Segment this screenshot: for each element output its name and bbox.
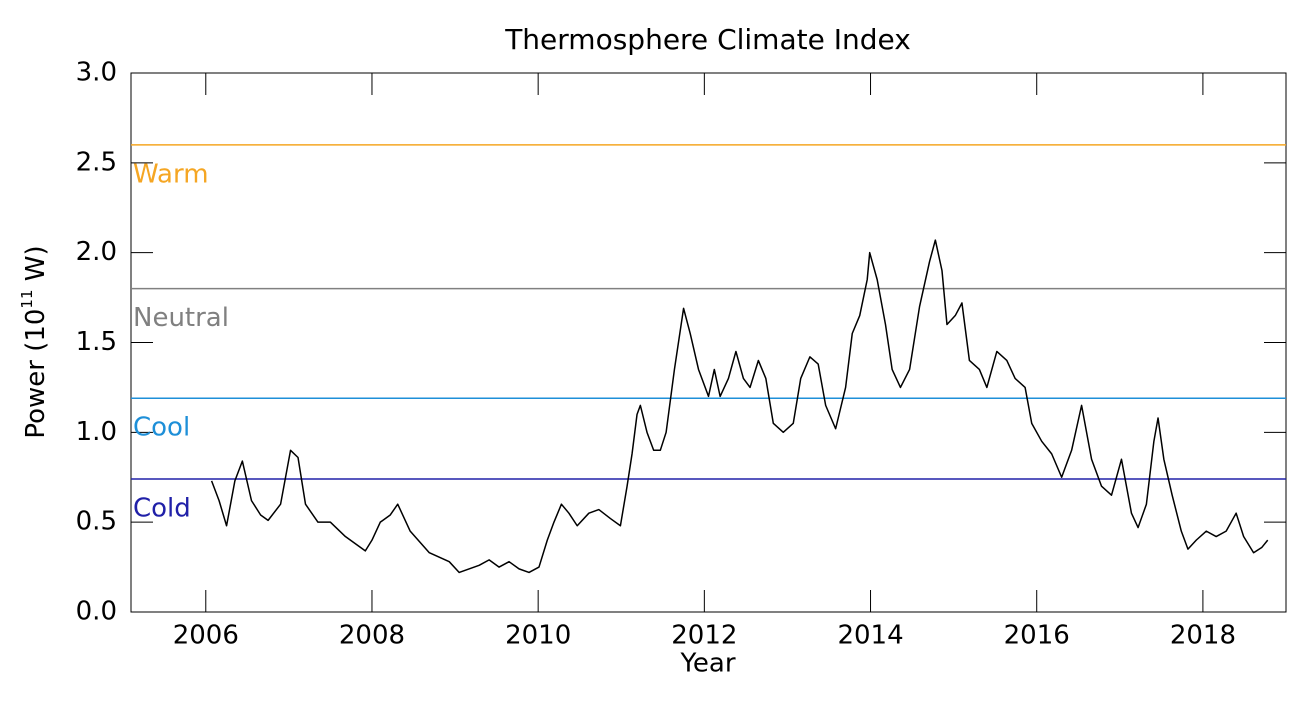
y-tick-label: 2.0 <box>76 237 117 267</box>
threshold-label: Warm <box>133 159 209 189</box>
threshold-label: Cold <box>133 494 191 524</box>
y-tick-label: 0.5 <box>76 507 117 537</box>
y-tick-label: 2.5 <box>76 147 117 177</box>
threshold-label: Neutral <box>133 303 229 333</box>
x-tick-label: 2010 <box>505 621 571 651</box>
y-label-sup: 11 <box>18 289 36 308</box>
x-tick-label: 2008 <box>339 621 405 651</box>
y-tick-label: 0.0 <box>76 597 117 627</box>
threshold-label: Cool <box>133 413 190 443</box>
y-tick-label: 1.0 <box>76 417 117 447</box>
plot-frame <box>130 72 1287 613</box>
y-tick-label: 3.0 <box>76 58 117 88</box>
y-axis-label: Power (1011 W) <box>18 245 51 438</box>
x-tick-label: 2014 <box>837 621 903 651</box>
x-tick-label: 2006 <box>173 621 239 651</box>
chart-title: Thermosphere Climate Index <box>504 23 911 56</box>
y-label-main: Power (10 <box>21 309 51 439</box>
y-label-end: W) <box>21 245 51 289</box>
x-axis-label: Year <box>679 649 735 679</box>
x-tick-label: 2018 <box>1170 621 1236 651</box>
y-tick-label: 1.5 <box>76 327 117 357</box>
x-tick-label: 2012 <box>671 621 737 651</box>
x-tick-label: 2016 <box>1004 621 1070 651</box>
data-line <box>210 239 1269 574</box>
